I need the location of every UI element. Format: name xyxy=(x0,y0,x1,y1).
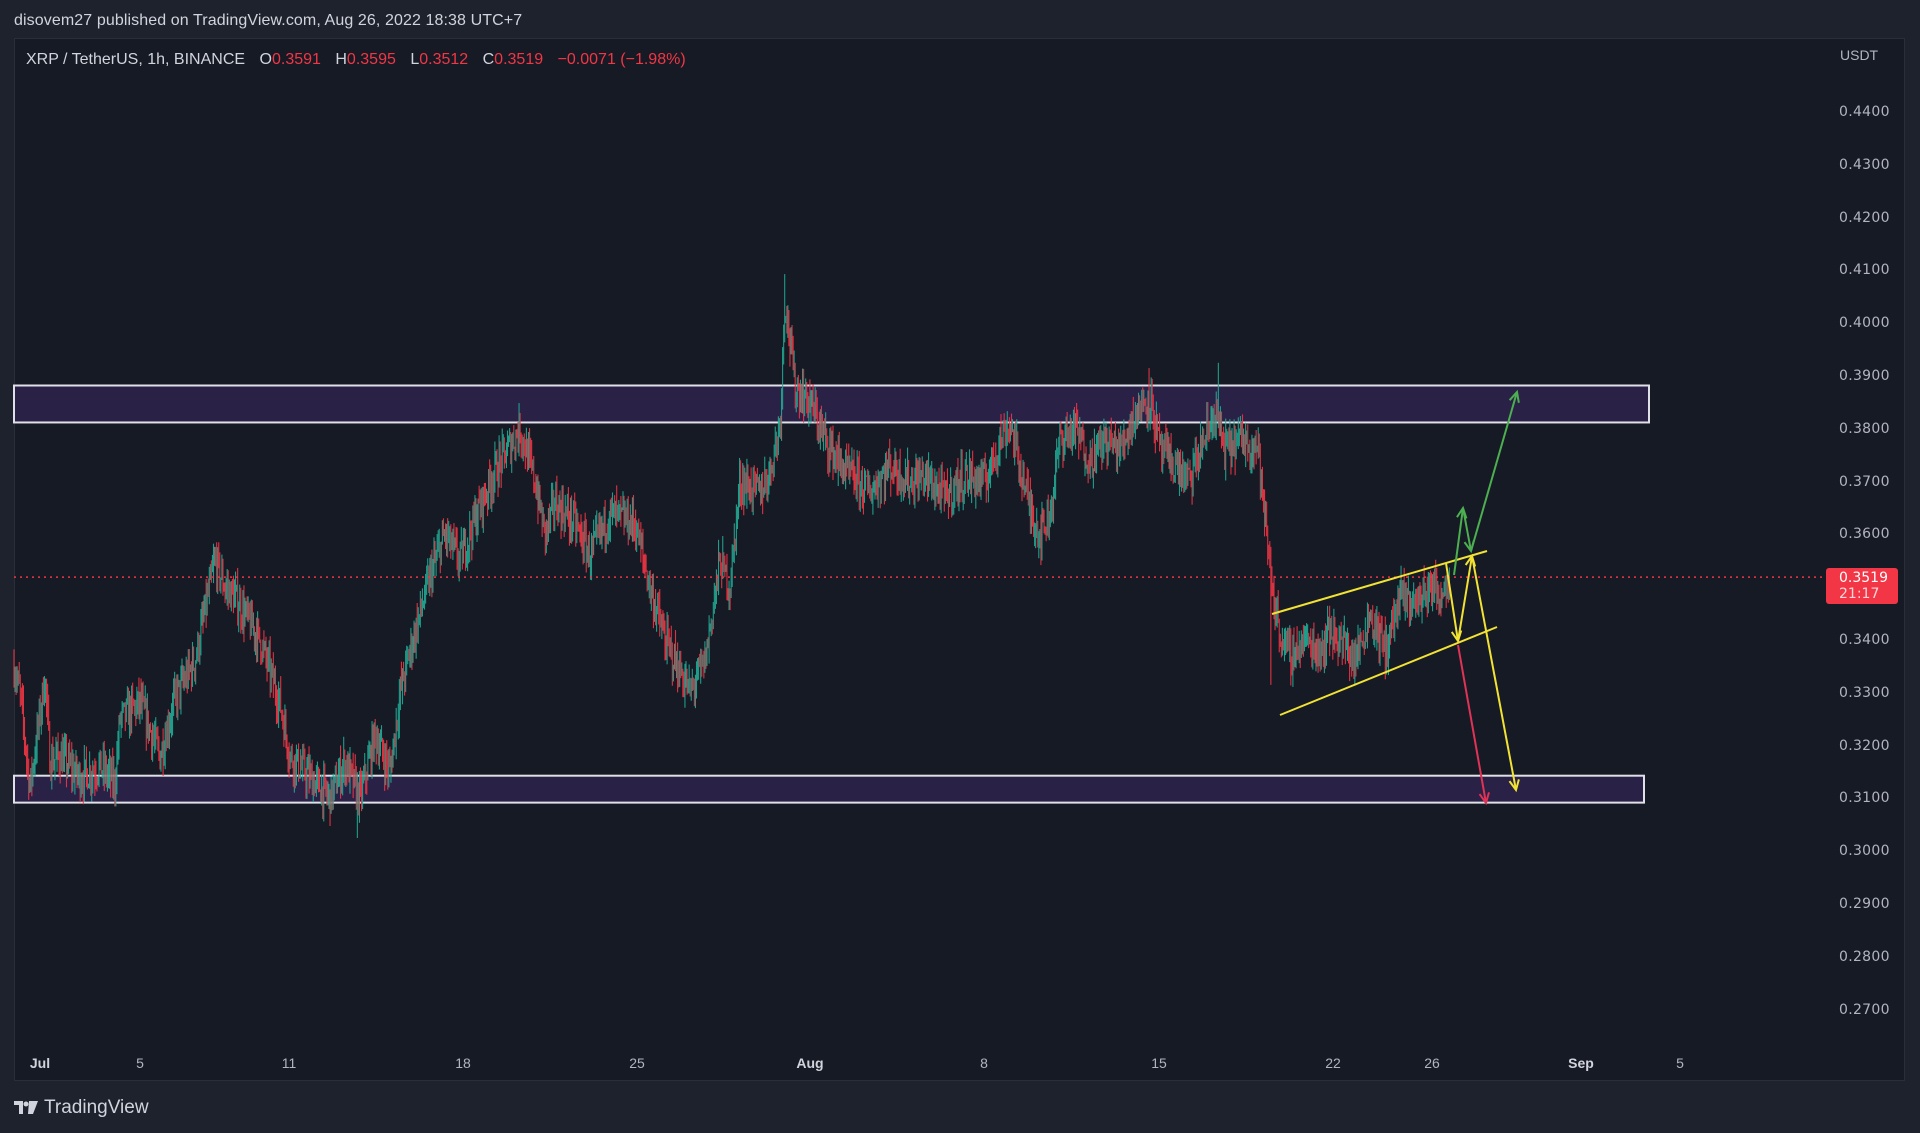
price-tick-label: 0.2900 xyxy=(1839,896,1890,912)
open-label: O xyxy=(259,51,272,68)
low-value: 0.3512 xyxy=(419,51,469,68)
time-tick-label: 26 xyxy=(1424,1055,1440,1071)
price-tick-label: 0.3200 xyxy=(1839,737,1890,754)
green-small-up xyxy=(1453,507,1464,576)
price-axis-unit[interactable]: USDT xyxy=(1840,47,1879,63)
price-tick-label: 0.2700 xyxy=(1839,1001,1890,1018)
close-value: 0.3519 xyxy=(494,51,544,68)
price-tick-label: 0.4200 xyxy=(1839,209,1890,226)
open-value: 0.3591 xyxy=(271,51,321,68)
symbol-title[interactable]: XRP / TetherUS, 1h, BINANCE xyxy=(26,51,246,68)
price-tick-label: 0.3000 xyxy=(1839,843,1890,860)
resistance-zone xyxy=(13,384,1650,424)
price-tick-label: 0.4400 xyxy=(1839,104,1890,120)
price-tick-label: 0.3900 xyxy=(1839,368,1890,384)
price-tick-label: 0.4000 xyxy=(1839,315,1890,332)
time-tick-label: 18 xyxy=(455,1055,471,1071)
price-tick-label: 0.2800 xyxy=(1839,948,1890,965)
last-price-tag: 0.3519 21:17 xyxy=(1826,568,1898,604)
red-target-down-arrowhead-icon xyxy=(1478,792,1490,806)
support-zone xyxy=(13,774,1645,804)
last-price-value: 0.3519 xyxy=(1839,570,1888,586)
tradingview-logo[interactable]: TradingView xyxy=(14,1097,149,1119)
channel-lower xyxy=(1279,626,1498,716)
price-tick-label: 0.4100 xyxy=(1839,262,1890,279)
time-tick-label: Aug xyxy=(796,1055,824,1071)
time-tick-label: 5 xyxy=(1676,1055,1684,1071)
time-tick-label: Jul xyxy=(29,1055,51,1071)
green-target-up-arrowhead-icon xyxy=(1508,389,1520,404)
price-tick-label: 0.3400 xyxy=(1839,632,1890,648)
green-target-up xyxy=(1470,391,1518,552)
green-retest-down xyxy=(1462,507,1472,552)
yellow-target-down-arrowhead-icon xyxy=(1508,779,1520,793)
red-target-down xyxy=(1457,644,1487,804)
bar-countdown: 21:17 xyxy=(1839,586,1880,602)
time-tick-label: 15 xyxy=(1151,1055,1167,1071)
change-value: −0.0071 (−1.98%) xyxy=(557,51,686,68)
symbol-legend: XRP / TetherUS, 1h, BINANCE O0.3591 H0.3… xyxy=(26,51,686,69)
time-tick-label: 8 xyxy=(980,1055,988,1071)
tradingview-logo-icon xyxy=(14,1101,38,1114)
high-value: 0.3595 xyxy=(346,51,396,68)
candlestick-series xyxy=(13,274,1450,838)
time-tick-label: 25 xyxy=(629,1055,645,1071)
high-label: H xyxy=(335,51,347,68)
publish-attribution: disovem27 published on TradingView.com, … xyxy=(14,12,523,29)
time-tick-label: 11 xyxy=(281,1055,297,1071)
price-tick-label: 0.3100 xyxy=(1839,790,1890,807)
price-tick-label: 0.3800 xyxy=(1839,420,1890,437)
yellow-target-down xyxy=(1471,555,1517,791)
time-tick-label: Sep xyxy=(1568,1055,1594,1071)
price-tick-label: 0.4300 xyxy=(1839,156,1890,173)
time-tick-label: 22 xyxy=(1325,1055,1341,1071)
price-tick-label: 0.3300 xyxy=(1839,684,1890,701)
price-tick-label: 0.3700 xyxy=(1839,473,1890,490)
price-tick-label: 0.3600 xyxy=(1839,526,1890,543)
channel-upper xyxy=(1271,550,1488,615)
chart-pane[interactable] xyxy=(14,38,1905,1081)
yellow-up xyxy=(1457,555,1473,642)
yellow-down-1 xyxy=(1445,562,1459,642)
close-label: C xyxy=(482,51,495,68)
time-tick-label: 5 xyxy=(136,1055,144,1071)
low-label: L xyxy=(410,51,420,68)
tradingview-brand-text: TradingView xyxy=(44,1097,149,1118)
